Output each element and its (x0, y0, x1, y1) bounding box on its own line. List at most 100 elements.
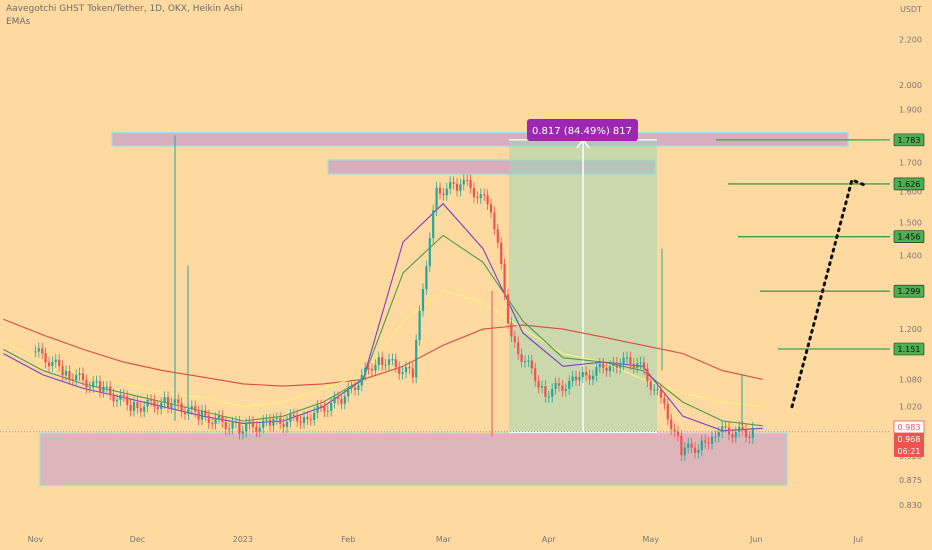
candle-body (367, 367, 370, 369)
candle-body (398, 366, 401, 374)
candle-body (578, 377, 581, 381)
candle-body (217, 415, 221, 419)
candle-body (194, 406, 197, 412)
candle-body (343, 396, 346, 404)
candle-body (75, 375, 78, 381)
candle-body (605, 367, 608, 372)
candle-body (653, 389, 656, 391)
candle-body (408, 367, 411, 369)
ema-line-3 (3, 234, 763, 427)
candle-body (177, 399, 180, 404)
candle-body (687, 443, 690, 448)
candle-body (316, 405, 319, 413)
candle-body (122, 394, 125, 397)
candle-body (438, 187, 442, 194)
candle-body (136, 402, 139, 409)
candle-body (350, 387, 353, 389)
x-tick-label: May (643, 535, 660, 544)
candle-body (163, 397, 166, 403)
target-price-label: 1.783 (893, 133, 925, 147)
candle-body (41, 348, 44, 354)
target-label-bg (893, 177, 925, 191)
candle-body (292, 414, 295, 416)
candle-body (537, 381, 540, 388)
x-tick-label: Jun (749, 535, 763, 544)
candle-body (591, 375, 595, 380)
candle-body (95, 381, 98, 383)
candle-body (282, 423, 285, 427)
candle-body (649, 381, 652, 390)
candle-body (377, 357, 380, 365)
candle-body (632, 363, 635, 368)
candle-body (109, 386, 112, 395)
candle-body (228, 428, 231, 430)
candle-body (58, 359, 61, 367)
candle-body (183, 411, 187, 415)
candle-body (92, 381, 95, 388)
candle-body (309, 419, 312, 421)
candle-body (98, 381, 102, 392)
candle-body (357, 385, 360, 390)
candle-body (330, 402, 333, 411)
y-tick-label: 2.200 (899, 35, 922, 44)
candle-body (748, 436, 751, 439)
candle-body (496, 229, 499, 243)
candle-body (642, 362, 646, 369)
candle-body (415, 340, 418, 378)
target-price-label: 1.299 (893, 284, 925, 298)
target-label-text: 1.456 (898, 233, 921, 242)
candle-body (680, 435, 683, 456)
candle-body (503, 263, 506, 295)
candle-body (476, 197, 479, 199)
candle-body (700, 440, 703, 451)
candle-body (68, 371, 71, 380)
candle-body (231, 422, 234, 429)
candle-body (608, 366, 612, 372)
candle-body (306, 416, 309, 420)
candle-body (51, 361, 54, 367)
candle-body (581, 372, 584, 378)
candle-body (248, 421, 251, 424)
candle-body (139, 408, 142, 412)
candle-body (421, 289, 425, 311)
candle-body (85, 379, 88, 388)
candle-body (534, 368, 537, 382)
x-tick-label: 2023 (233, 535, 253, 544)
y-tick-label: 1.020 (899, 403, 922, 412)
candle-body (714, 436, 717, 438)
target-label-text: 1.299 (898, 287, 921, 296)
candle-body (717, 432, 720, 437)
candle-body (666, 403, 669, 420)
candle-body (401, 372, 404, 374)
candle-body (204, 410, 207, 416)
candle-body (466, 179, 469, 181)
candle-body (510, 323, 513, 337)
candle-body (207, 415, 210, 424)
candle-body (704, 440, 707, 443)
candle-body (670, 419, 673, 430)
candle-body (112, 394, 115, 402)
chart-title: Aavegotchi GHST Token/Tether, 1D, OKX, H… (6, 4, 243, 14)
candle-body (452, 182, 455, 184)
candle-body (143, 406, 146, 412)
candle-body (279, 417, 282, 424)
candle-body (78, 373, 81, 376)
candle-body (551, 388, 554, 397)
candle-body (564, 389, 567, 391)
candle-body (612, 362, 615, 367)
candle-body (683, 447, 686, 456)
candle-body (751, 427, 754, 439)
x-tick-label: Jul (852, 535, 863, 544)
candle-body (224, 422, 227, 430)
candle-body (622, 357, 625, 365)
candle-body (64, 371, 68, 376)
candle-body (506, 294, 510, 324)
candle-body (370, 368, 374, 371)
candle-body (126, 396, 129, 405)
candle-body (513, 336, 516, 343)
target-label-text: 1.151 (898, 345, 921, 354)
candle-body (724, 426, 727, 428)
y-tick-label: 1.400 (899, 251, 922, 260)
candle-body (296, 415, 299, 422)
